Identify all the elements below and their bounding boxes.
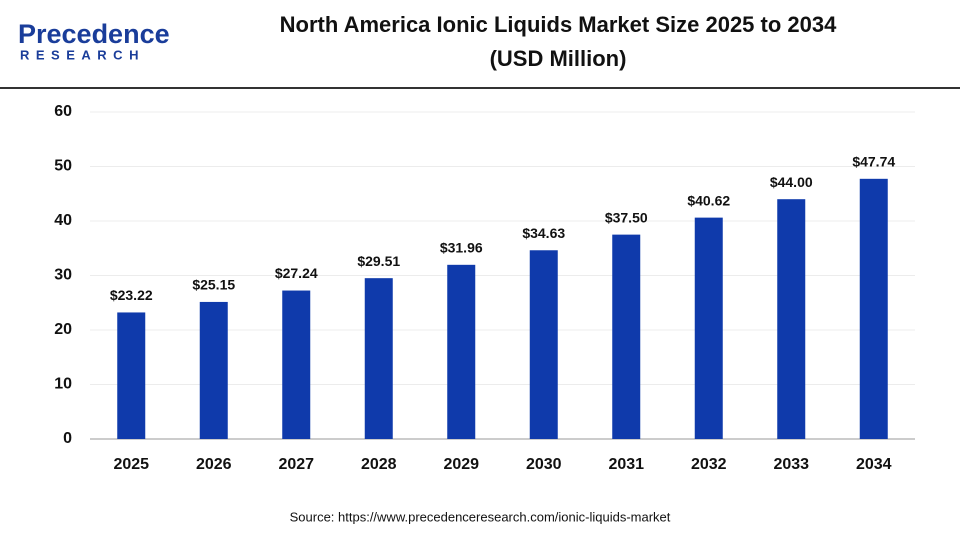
y-tick-label: 50 xyxy=(54,158,72,175)
x-tick-label: 2031 xyxy=(608,456,644,473)
x-tick-label: 2027 xyxy=(278,456,314,473)
data-label: $23.22 xyxy=(110,287,153,303)
y-tick-label: 0 xyxy=(63,430,72,447)
x-tick-label: 2028 xyxy=(361,456,397,473)
bar xyxy=(694,217,723,439)
data-label: $37.50 xyxy=(605,209,648,225)
source-note: Source: https://www.precedenceresearch.c… xyxy=(290,509,671,524)
chart-title: North America Ionic Liquids Market Size … xyxy=(280,12,837,37)
bar xyxy=(777,199,806,439)
y-tick-label: 40 xyxy=(54,212,72,229)
x-tick-label: 2032 xyxy=(691,456,727,473)
x-tick-label: 2025 xyxy=(113,456,149,473)
bar xyxy=(282,290,311,439)
x-tick-label: 2029 xyxy=(443,456,479,473)
y-tick-label: 30 xyxy=(54,267,72,284)
data-label: $31.96 xyxy=(440,240,483,256)
bar xyxy=(859,178,888,439)
data-label: $47.74 xyxy=(852,154,895,170)
data-label: $27.24 xyxy=(275,265,318,281)
y-tick-label: 10 xyxy=(54,376,72,393)
data-label: $25.15 xyxy=(192,277,235,293)
bar xyxy=(612,234,641,439)
y-tick-label: 20 xyxy=(54,321,72,338)
data-label: $44.00 xyxy=(770,174,813,190)
x-tick-label: 2033 xyxy=(773,456,809,473)
bar xyxy=(529,250,558,439)
x-tick-label: 2026 xyxy=(196,456,232,473)
bar xyxy=(364,278,393,439)
brand-tagline: RESEARCH xyxy=(20,47,145,62)
bar xyxy=(199,301,228,439)
bar xyxy=(117,312,146,439)
data-label: $29.51 xyxy=(357,253,400,269)
x-tick-label: 2030 xyxy=(526,456,562,473)
brand-name: Precedence xyxy=(18,19,170,49)
bar xyxy=(447,264,476,439)
x-tick-label: 2034 xyxy=(856,456,892,473)
data-label: $40.62 xyxy=(687,192,730,208)
chart-subtitle: (USD Million) xyxy=(490,46,627,71)
y-tick-label: 60 xyxy=(54,103,72,120)
data-label: $34.63 xyxy=(522,225,565,241)
